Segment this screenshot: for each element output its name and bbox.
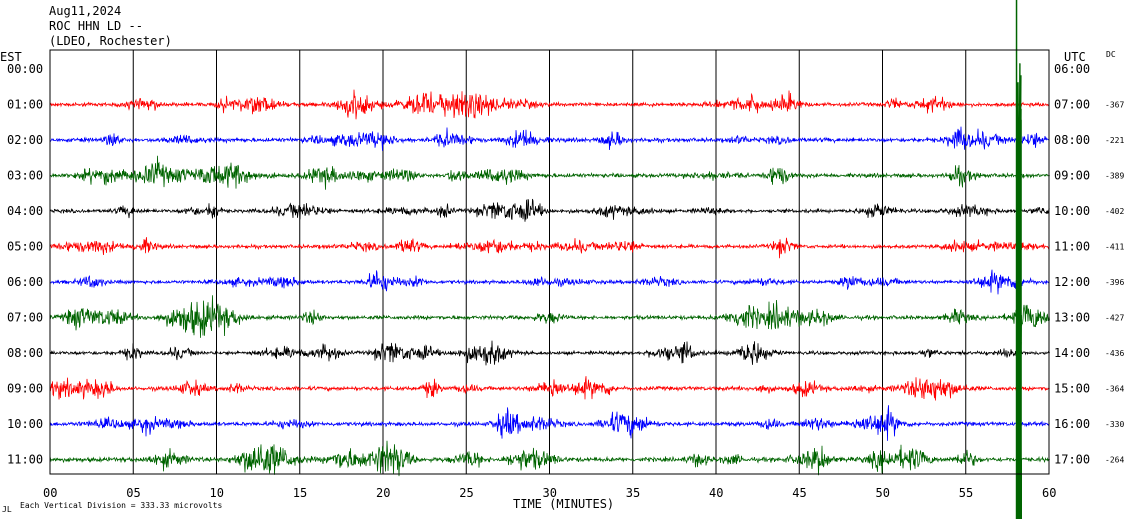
- est-label: 04:00: [7, 204, 43, 218]
- x-tick-30: 30: [543, 486, 557, 500]
- est-label: 10:00: [7, 417, 43, 431]
- x-tick-35: 35: [626, 486, 640, 500]
- trace-row-0600: [49, 269, 1050, 295]
- time-gridlines: [49, 50, 1050, 474]
- dc-offset: -221: [1105, 136, 1124, 145]
- utc-label: 06:00: [1054, 62, 1090, 76]
- trace-row-0200: [49, 126, 1050, 151]
- header-date: Aug11,2024: [49, 4, 121, 18]
- trace-row-0100: [49, 89, 1050, 120]
- footnote: Each Vertical Division = 333.33 microvol…: [20, 501, 222, 510]
- x-tick-55: 55: [959, 486, 973, 500]
- est-label: 08:00: [7, 346, 43, 360]
- utc-label: 10:00: [1054, 204, 1090, 218]
- dc-offset: -264: [1105, 456, 1124, 465]
- dc-offset: -364: [1105, 385, 1124, 394]
- dc-offset: -396: [1105, 278, 1124, 287]
- seismic-traces: [49, 0, 1050, 519]
- trace-row-1000: [49, 405, 1050, 441]
- x-tick-50: 50: [876, 486, 890, 500]
- dc-offset: -389: [1105, 172, 1124, 181]
- utc-label: 07:00: [1054, 98, 1090, 112]
- x-tick-45: 45: [792, 486, 806, 500]
- scale-marker: JL: [2, 505, 12, 514]
- dc-offset: -402: [1105, 207, 1124, 216]
- utc-label: 09:00: [1054, 169, 1090, 183]
- row-labels: 00:00 06:00 01:00 07:00 -367 02:00 08:00 -221 03…: [7, 62, 1124, 467]
- est-label: 09:00: [7, 382, 43, 396]
- dc-column-label: DC: [1106, 50, 1116, 59]
- utc-label: 08:00: [1054, 133, 1090, 147]
- trace-row-0700: [49, 295, 1050, 338]
- utc-label: 11:00: [1054, 240, 1090, 254]
- utc-label: 16:00: [1054, 417, 1090, 431]
- dc-offset: -436: [1105, 349, 1124, 358]
- est-label: 07:00: [7, 311, 43, 325]
- utc-label: 12:00: [1054, 275, 1090, 289]
- header-network: (LDEO, Rochester): [49, 34, 172, 48]
- utc-label: 15:00: [1054, 382, 1090, 396]
- x-tick-25: 25: [459, 486, 473, 500]
- trace-row-0400: [49, 198, 1050, 222]
- utc-label: 17:00: [1054, 453, 1090, 467]
- utc-label: 14:00: [1054, 346, 1090, 360]
- trace-row-0300: [49, 155, 1050, 190]
- x-tick-20: 20: [376, 486, 390, 500]
- est-label: 02:00: [7, 133, 43, 147]
- x-tick-60: 60: [1042, 486, 1056, 500]
- x-tick-40: 40: [709, 486, 723, 500]
- trace-row-0900: [49, 376, 1050, 401]
- est-label: 00:00: [7, 62, 43, 76]
- dc-offset: -427: [1105, 314, 1124, 323]
- x-tick-labels: 00 05 10 15 20 25 30 35 40 45 50 55 60: [43, 486, 1056, 500]
- x-tick-00: 00: [43, 486, 57, 500]
- trace-row-0500: [49, 237, 1050, 259]
- x-tick-10: 10: [210, 486, 224, 500]
- x-tick-05: 05: [126, 486, 140, 500]
- est-label: 03:00: [7, 169, 43, 183]
- est-label: 11:00: [7, 453, 43, 467]
- dc-offset: -330: [1105, 420, 1124, 429]
- x-axis-label: TIME (MINUTES): [513, 497, 614, 511]
- utc-label: 13:00: [1054, 311, 1090, 325]
- est-axis-label: EST: [0, 50, 22, 64]
- utc-axis-label: UTC: [1064, 50, 1086, 64]
- plot-frame: [49, 49, 1050, 475]
- est-label: 01:00: [7, 98, 43, 112]
- earthquake-event-spike: [1016, 63, 1022, 519]
- header-station: ROC HHN LD --: [49, 19, 143, 33]
- est-label: 06:00: [7, 275, 43, 289]
- x-tick-15: 15: [293, 486, 307, 500]
- dc-offset: -367: [1105, 101, 1124, 110]
- trace-row-0800: [49, 340, 1050, 366]
- trace-row-1100: [49, 440, 1050, 477]
- dc-offset: -411: [1105, 243, 1124, 252]
- est-label: 05:00: [7, 240, 43, 254]
